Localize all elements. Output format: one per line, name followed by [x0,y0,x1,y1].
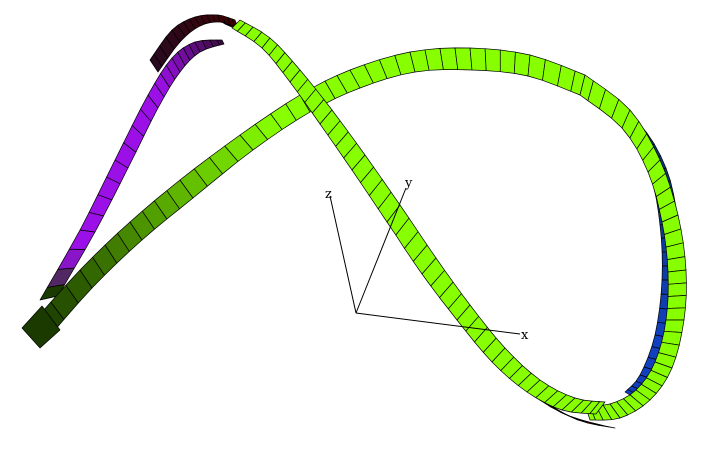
x-axis-label: x [521,328,529,343]
ribbon-surface [21,14,687,429]
y-axis-line [355,187,407,314]
ribbon-front-band-upper [499,49,516,74]
ribbon-front-band-right [667,269,687,285]
ribbon-back-face-violet [57,248,86,270]
z-axis-line [329,195,357,314]
x-axis-line [355,312,521,335]
ribbon-front-band-upper [454,47,473,71]
y-axis-label: y [404,176,413,191]
ribbon-end-cap [21,305,61,349]
ribbon-front-band-diagonal [589,401,606,415]
ribbon-front-band-right [666,295,687,309]
axes-triad: x y z [325,176,529,343]
ribbon-front-band-upper [469,47,487,71]
z-axis-label: z [325,187,332,202]
ribbon-front-band-right [665,307,686,321]
ribbon-front-band-upper [484,48,501,73]
ribbon-front-band-right [663,319,685,333]
ribbon-front-band-upper [513,51,531,77]
ribbon-front-band-right [666,256,687,273]
ribbon-back-face-violet [69,229,96,250]
ribbon-red-band [592,422,616,429]
ribbon-back-face-violet [216,39,225,46]
ribbon-front-band-right [667,282,687,297]
